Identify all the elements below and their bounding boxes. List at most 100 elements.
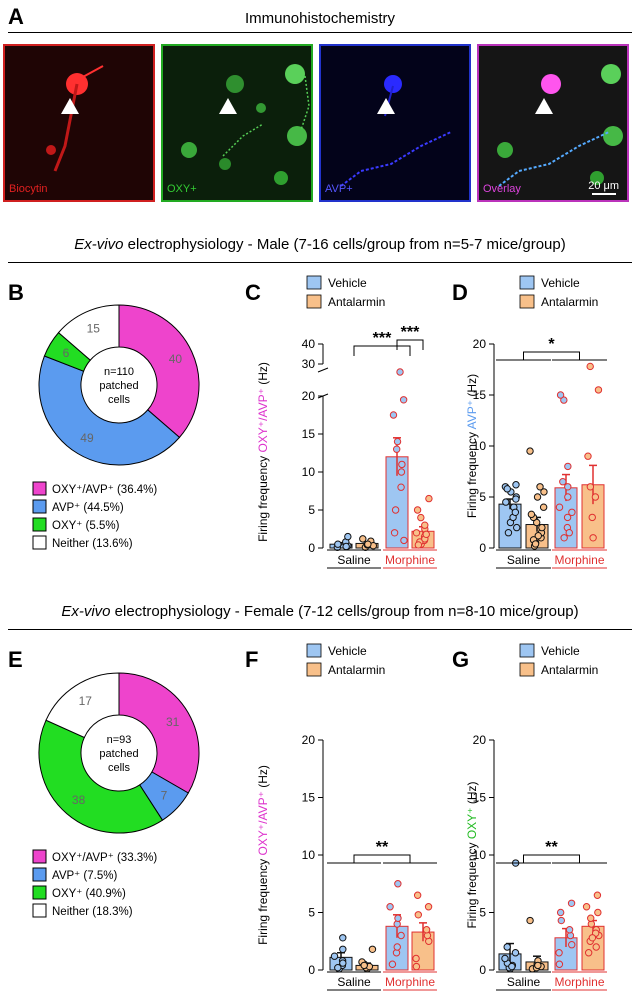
legend-label-vehicle: Vehicle	[541, 276, 580, 290]
y-axis-label: Firing frequency OXY⁺/AVP⁺ (Hz)	[256, 765, 270, 945]
data-point	[512, 495, 520, 503]
data-point	[586, 483, 595, 491]
panel-a-title: Immunohistochemistry	[244, 10, 396, 27]
data-point	[413, 506, 422, 514]
image-label-oxy: OXY+	[167, 183, 197, 195]
data-point	[589, 534, 597, 542]
data-point	[503, 485, 511, 493]
sig-label: *	[548, 336, 555, 353]
y-tick-label: 15	[302, 427, 316, 441]
data-point	[389, 411, 398, 419]
donut-slice-2	[38, 719, 164, 834]
data-point	[588, 934, 597, 942]
data-point	[526, 916, 534, 925]
y-tick-label: 10	[473, 848, 487, 862]
data-point	[591, 493, 600, 501]
data-point	[592, 943, 600, 951]
data-point	[511, 949, 520, 957]
data-point	[412, 529, 421, 537]
data-point	[512, 481, 520, 489]
data-point	[503, 943, 511, 951]
data-point	[531, 540, 540, 548]
data-point	[565, 529, 573, 537]
legend-swatch-antalarmin	[519, 662, 535, 677]
data-point	[584, 949, 593, 957]
bar-svg-c: Vehicle Antalarmin 0 5 10 15 20 30 40 Firing freq…	[256, 275, 437, 569]
data-point	[593, 891, 602, 899]
data-point	[421, 521, 429, 529]
donut-svg-e: 31 7 38 17 n=93 patched cells OXY⁺/AVP⁺ (33.3%)…	[32, 672, 200, 918]
y-tick-label: 5	[479, 906, 486, 920]
data-point	[560, 534, 568, 542]
data-point	[339, 934, 347, 942]
y-label-suffix: (Hz)	[465, 374, 479, 400]
data-point	[368, 945, 377, 953]
donut-slice-value-2: 6	[63, 346, 70, 360]
legend-label-vehicle: Vehicle	[541, 644, 580, 658]
male-title-rest: electrophysiology - Male (7-16 cells/gro…	[123, 236, 566, 253]
y-label-colored: AVP⁺	[465, 400, 479, 429]
data-point	[564, 483, 572, 491]
legend-label-antalarmin: Antalarmin	[328, 295, 385, 309]
image-biocytin: Biocytin	[3, 44, 155, 202]
data-point	[594, 908, 602, 917]
image-label-overlay: Overlay	[483, 183, 521, 195]
donut-center-n: n=93	[107, 734, 132, 746]
axis-break-gap	[317, 368, 329, 394]
donut-svg-b: 40 49 6 15 n=110 patched cells OXY⁺/AVP⁺ (36.4%…	[32, 304, 200, 550]
data-point	[342, 542, 350, 551]
data-point	[532, 518, 541, 527]
legend-label-0: OXY⁺/AVP⁺ (36.4%)	[52, 484, 157, 496]
divider-female	[8, 629, 632, 630]
data-point	[422, 926, 431, 934]
data-point	[334, 540, 342, 548]
data-point	[390, 529, 399, 537]
sig-label: **	[545, 839, 558, 856]
y-tick-label: 5	[308, 906, 315, 920]
data-point	[399, 396, 408, 404]
data-point	[511, 508, 520, 517]
data-point	[555, 503, 564, 511]
sig-bracket	[523, 351, 580, 360]
data-point	[556, 391, 565, 399]
data-point	[587, 914, 595, 922]
panel-letter-a: A	[8, 4, 24, 29]
y-axis-label: Firing frequency OXY⁺/AVP⁺ (Hz)	[256, 362, 270, 542]
data-point	[394, 914, 402, 922]
donut-center-line2: patched	[99, 380, 138, 392]
data-point	[512, 523, 521, 532]
sig-bracket	[353, 854, 411, 863]
legend-label-1: AVP⁺ (7.5%)	[52, 870, 117, 882]
bar-svg-d: Vehicle Antalarmin 0 5 10 15 20 Firing frequenc…	[465, 275, 607, 569]
legend-label-3: Neither (18.3%)	[52, 906, 133, 918]
oxy-cells-graphic	[163, 46, 311, 200]
data-point	[526, 447, 534, 455]
data-point	[564, 462, 572, 471]
donut-center-line3: cells	[108, 762, 131, 774]
sig-label-main: ***	[373, 330, 392, 347]
donut-center-n: n=110	[104, 366, 134, 378]
y-tick-label: 0	[308, 541, 315, 555]
panel-letter-c: C	[245, 280, 261, 305]
data-point	[412, 962, 421, 971]
legend-swatch-1	[32, 867, 47, 882]
data-point	[594, 386, 603, 394]
legend-label-vehicle: Vehicle	[328, 644, 367, 658]
female-title-rest: electrophysiology - Female (7-12 cells/g…	[110, 603, 579, 620]
legend-swatch-vehicle	[519, 275, 535, 290]
legend-swatch-3	[32, 903, 47, 918]
chart-f: Vehicle Antalarmin 0 5 10 15 20 Firing frequenc…	[245, 640, 450, 996]
data-point	[557, 916, 566, 925]
legend-swatch-vehicle	[519, 643, 535, 658]
female-title-italic: Ex-vivo	[61, 603, 111, 620]
avp-cells-graphic	[321, 46, 469, 200]
image-avp: AVP+	[319, 44, 471, 202]
data-point	[536, 483, 544, 491]
group-label-saline: Saline	[507, 975, 541, 989]
chart-e: 31 7 38 17 n=93 patched cells OXY⁺/AVP⁺ (33.3%)…	[30, 650, 235, 950]
data-point	[330, 952, 339, 960]
data-point	[414, 911, 423, 919]
data-point	[339, 959, 347, 967]
legend-swatch-2	[32, 885, 47, 900]
donut-slice-0	[118, 672, 200, 794]
